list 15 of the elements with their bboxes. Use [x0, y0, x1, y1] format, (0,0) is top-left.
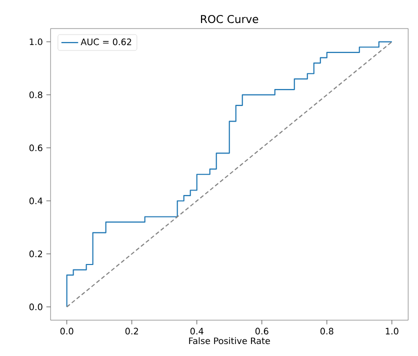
- x-tick-label: 0.8: [320, 328, 334, 335]
- y-tick-label: 0.0: [29, 304, 42, 310]
- x-tick-label: 0.2: [125, 328, 138, 335]
- y-tick-label: 1.0: [30, 38, 42, 46]
- x-tick-label: 0.4: [190, 328, 204, 335]
- y-tick-label: 0.4: [29, 198, 42, 204]
- x-tick-label: 0.0: [60, 328, 74, 335]
- y-tick-label: 0.6: [29, 144, 42, 152]
- x-axis-title: False Positive Rate: [189, 337, 270, 344]
- x-tick-label: 0.6: [255, 328, 268, 335]
- y-tick-label: 0.2: [29, 250, 42, 258]
- y-tick-label: 0.8: [29, 92, 42, 98]
- legend-label: AUC = 0.62: [80, 38, 132, 46]
- x-tick-label: 1.0: [386, 328, 398, 335]
- chart-title: ROC Curve: [201, 15, 258, 24]
